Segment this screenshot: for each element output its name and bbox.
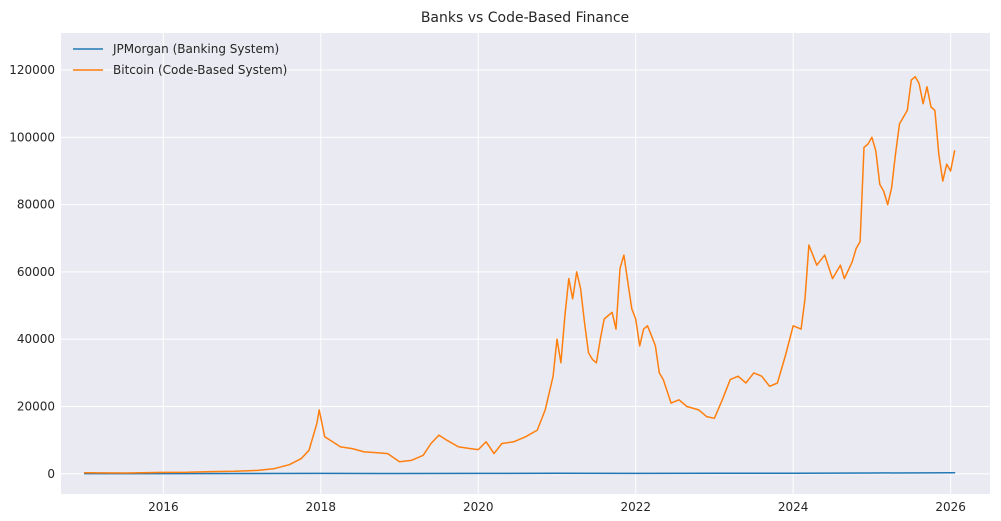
tick-labels: 2016 2018 2020 2022 2024 2026 0 20000 40000 60000…	[9, 63, 966, 514]
y-tick-label: 20000	[17, 400, 55, 414]
legend: JPMorgan (Banking System) Bitcoin (Code-B…	[73, 42, 287, 77]
series-layer	[83, 75, 956, 475]
legend-label-0: JPMorgan (Banking System)	[112, 42, 279, 56]
x-tick-label: 2016	[148, 500, 179, 514]
x-tick-label: 2018	[306, 500, 337, 514]
plot-area	[61, 33, 990, 494]
x-tick-label: 2020	[463, 500, 494, 514]
y-tick-label: 80000	[17, 198, 55, 212]
series-line-0	[83, 471, 956, 475]
y-tick-label: 120000	[9, 63, 55, 77]
x-tick-label: 2022	[620, 500, 651, 514]
y-tick-label: 100000	[9, 130, 55, 144]
y-tick-label: 40000	[17, 332, 55, 346]
y-tick-label: 0	[47, 467, 55, 481]
chart-title: Banks vs Code-Based Finance	[421, 10, 629, 26]
x-tick-label: 2024	[778, 500, 809, 514]
series-line-1	[83, 75, 956, 474]
y-tick-label: 60000	[17, 265, 55, 279]
legend-label-1: Bitcoin (Code-Based System)	[113, 63, 287, 77]
x-tick-label: 2026	[935, 500, 966, 514]
